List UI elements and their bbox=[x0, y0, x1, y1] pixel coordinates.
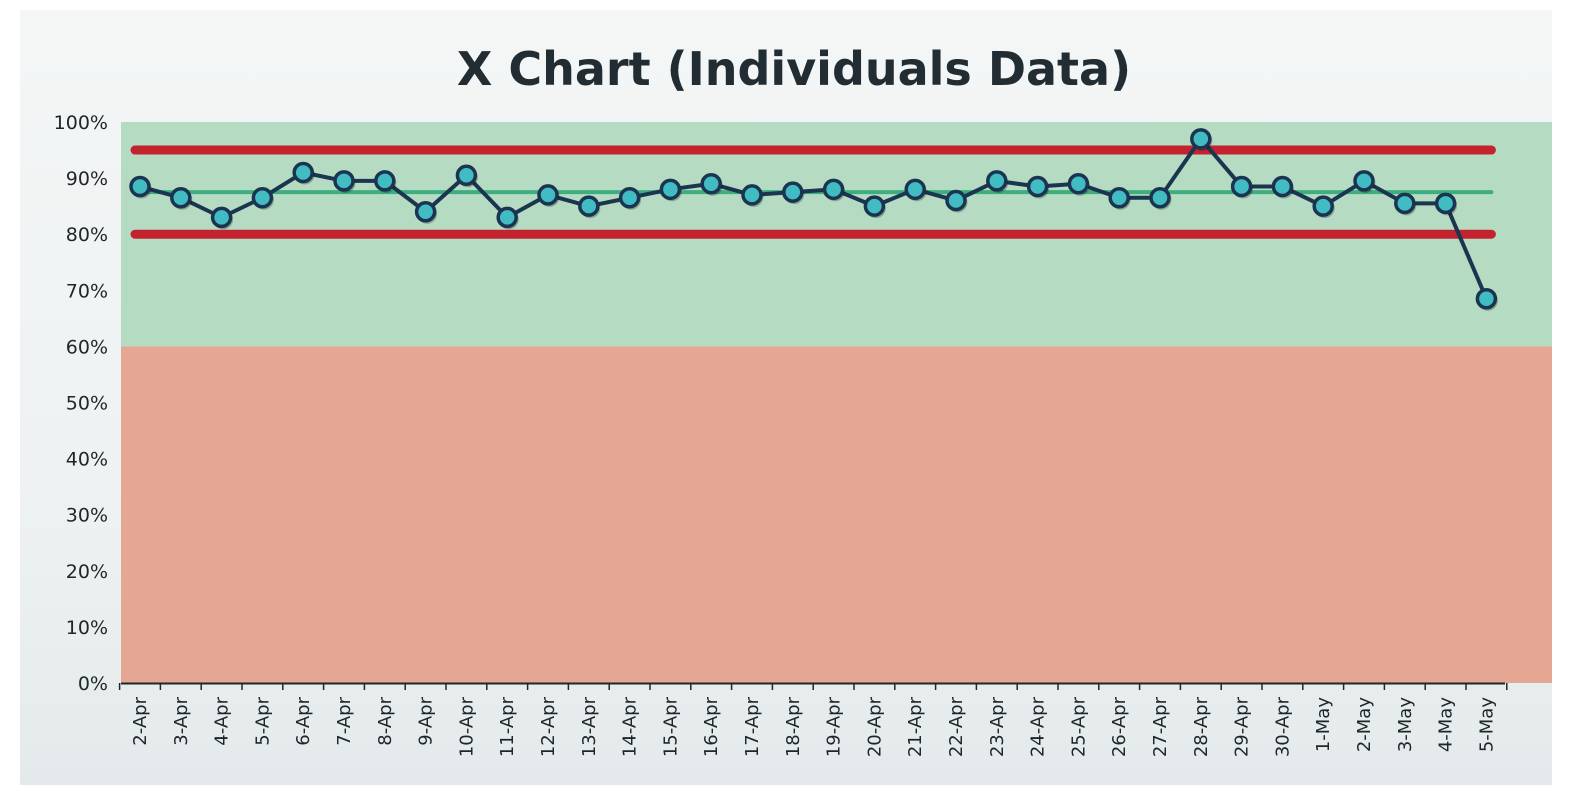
x-tick-label: 7-Apr bbox=[334, 696, 355, 745]
y-tick-label: 80% bbox=[66, 224, 108, 246]
x-tick-label: 25-Apr bbox=[1068, 696, 1089, 757]
data-point bbox=[1026, 175, 1049, 198]
x-tick-label: 10-Apr bbox=[456, 696, 477, 757]
y-tick-label: 40% bbox=[66, 449, 108, 471]
x-tick-label: 4-Apr bbox=[212, 696, 233, 745]
data-point bbox=[700, 172, 722, 195]
x-tick-label: 26-Apr bbox=[1109, 696, 1130, 757]
data-point bbox=[210, 206, 233, 229]
x-tick-label: 3-Apr bbox=[171, 696, 192, 745]
y-tick-label: 20% bbox=[66, 561, 108, 583]
x-tick-label: 15-Apr bbox=[660, 696, 681, 757]
x-tick-label: 20-Apr bbox=[864, 696, 885, 757]
data-point bbox=[904, 178, 926, 201]
data-point bbox=[1353, 170, 1375, 192]
x-tick-label: 4-May bbox=[1436, 697, 1457, 753]
data-point bbox=[782, 181, 804, 203]
data-point bbox=[986, 170, 1008, 192]
data-point bbox=[1149, 186, 1171, 209]
y-tick-label: 60% bbox=[66, 336, 108, 358]
data-point bbox=[1108, 186, 1130, 209]
x-tick-label: 11-Apr bbox=[497, 696, 518, 757]
x-tick-label: 8-Apr bbox=[375, 696, 396, 745]
data-point bbox=[1190, 128, 1212, 150]
data-point bbox=[822, 178, 845, 201]
data-point bbox=[455, 164, 478, 187]
data-point bbox=[741, 184, 763, 206]
x-tick-label: 2-May bbox=[1354, 697, 1375, 753]
y-tick-label: 0% bbox=[78, 673, 108, 695]
y-tick-label: 70% bbox=[66, 280, 108, 302]
y-tick-label: 100% bbox=[54, 112, 108, 134]
y-tick-label: 30% bbox=[66, 505, 108, 527]
data-point bbox=[1394, 192, 1416, 215]
x-tick-label: 23-Apr bbox=[987, 696, 1008, 757]
data-point bbox=[863, 195, 886, 217]
x-tick-label: 27-Apr bbox=[1150, 696, 1171, 757]
x-tick-label: 5-May bbox=[1476, 697, 1497, 753]
x-tick-label: 18-Apr bbox=[783, 696, 804, 757]
x-tick-label: 21-Apr bbox=[905, 696, 926, 757]
data-point bbox=[618, 186, 641, 209]
x-tick-label: 1-May bbox=[1313, 697, 1334, 753]
x-tick-label: 29-Apr bbox=[1232, 696, 1253, 757]
data-point bbox=[578, 195, 600, 217]
x-tick-label: 9-Apr bbox=[416, 696, 437, 745]
x-tick-label: 6-Apr bbox=[293, 696, 314, 745]
data-point bbox=[374, 170, 396, 192]
x-tick-label: 5-Apr bbox=[252, 696, 273, 745]
series-line bbox=[139, 136, 1489, 300]
data-point bbox=[251, 186, 274, 209]
x-tick-label: 14-Apr bbox=[620, 696, 641, 757]
data-point bbox=[1312, 195, 1334, 217]
x-tick-label: 22-Apr bbox=[946, 696, 967, 757]
data-point bbox=[414, 201, 437, 223]
x-tick-label: 19-Apr bbox=[824, 696, 845, 757]
red-band bbox=[121, 346, 1552, 683]
data-point bbox=[496, 206, 518, 229]
data-point bbox=[1271, 175, 1294, 198]
x-tick-label: 12-Apr bbox=[538, 696, 559, 757]
x-tick-label: 3-May bbox=[1395, 697, 1416, 753]
y-tick-label: 10% bbox=[66, 617, 108, 639]
data-point bbox=[1230, 175, 1253, 198]
data-point bbox=[537, 184, 559, 206]
x-tick-label: 24-Apr bbox=[1028, 696, 1049, 757]
data-point bbox=[170, 186, 192, 209]
x-tick-label: 16-Apr bbox=[701, 696, 722, 757]
x-tick-label: 30-Apr bbox=[1272, 696, 1293, 757]
data-point bbox=[1067, 172, 1090, 195]
data-point bbox=[945, 189, 967, 212]
chart-title: X Chart (Individuals Data) bbox=[457, 42, 1131, 96]
y-tick-label: 50% bbox=[66, 393, 108, 415]
x-tick-label: 17-Apr bbox=[742, 696, 763, 757]
data-point bbox=[1434, 192, 1457, 215]
x-tick-label: 28-Apr bbox=[1191, 696, 1212, 757]
data-point bbox=[333, 170, 355, 192]
y-tick-label: 90% bbox=[66, 168, 108, 190]
x-tick-label: 13-Apr bbox=[579, 696, 600, 757]
data-point bbox=[659, 178, 682, 201]
chart-panel: X Chart (Individuals Data) 0% 10% 20% 30% 40… bbox=[20, 10, 1552, 785]
data-point bbox=[1475, 287, 1498, 310]
data-point bbox=[292, 161, 314, 184]
data-point bbox=[129, 175, 151, 198]
x-tick-label: 2-Apr bbox=[130, 696, 151, 745]
x-chart: X Chart (Individuals Data) 0% 10% 20% 30% 40… bbox=[54, 42, 1552, 757]
